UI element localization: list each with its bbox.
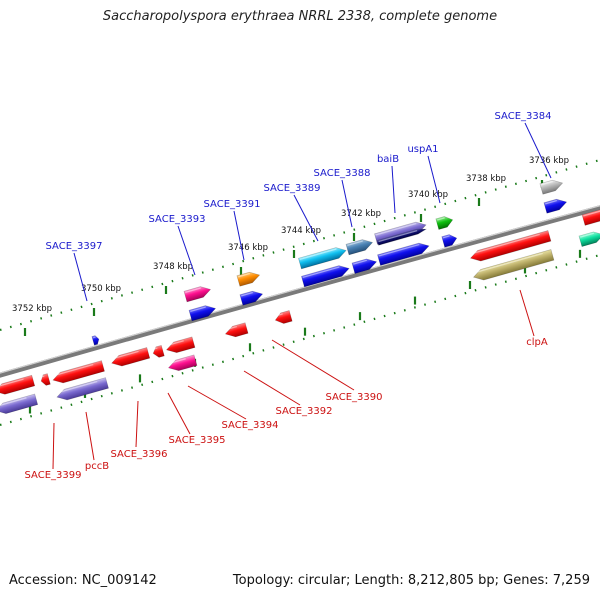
gene-arrow-sace-3388: [345, 239, 374, 256]
callout-line: [524, 122, 552, 179]
gene-callouts: SACE_3384uspA1baiBSACE_3388SACE_3389SACE…: [25, 111, 552, 481]
callout-line: [519, 289, 535, 337]
gene-features: [0, 179, 600, 414]
gene-label-clpa: clpA: [526, 337, 548, 348]
callout-line: [341, 179, 353, 228]
gene-label-sace-3394: SACE_3394: [222, 420, 279, 431]
gene-arrow-cds: [239, 290, 264, 306]
tick-label: 3746 kbp: [228, 243, 268, 253]
callout-line: [243, 370, 301, 406]
callout-line: [167, 392, 191, 435]
topology-label: Topology: circular; Length: 8,212,805 bp…: [232, 573, 590, 588]
genome-backbone: [0, 205, 600, 378]
gene-label-sace-3390: SACE_3390: [326, 392, 383, 403]
callout-line: [52, 422, 55, 470]
gene-arrow-edge: [578, 231, 600, 247]
callout-line: [391, 165, 396, 214]
gene-arrow-cds: [351, 258, 378, 274]
gene-arrow-uspa1: [435, 216, 454, 230]
tick-label: 3748 kbp: [153, 262, 193, 272]
callout-line: [177, 225, 196, 276]
gene-label-baib: baiB: [377, 154, 399, 165]
gene-label-sace-3395: SACE_3395: [169, 435, 226, 446]
callout-line: [73, 252, 88, 302]
gene-arrow-sace-3397: [91, 335, 100, 346]
gene-label-sace-3389: SACE_3389: [264, 183, 321, 194]
tick-label: 3736 kbp: [529, 156, 569, 166]
callout-line: [135, 400, 139, 448]
gene-arrow-sace-3393: [183, 286, 212, 303]
gene-arrow-cds: [40, 373, 51, 386]
callout-line: [427, 155, 441, 204]
gene-arrow-sace-3389: [298, 247, 347, 270]
tick-label: 3740 kbp: [408, 190, 448, 200]
gene-label-sace-3396: SACE_3396: [111, 449, 168, 460]
tick-label: 3742 kbp: [341, 209, 381, 219]
callout-line: [293, 194, 319, 242]
tick-label: 3752 kbp: [12, 304, 52, 314]
gene-arrow-sace-3395: [167, 354, 198, 371]
gene-arrow-sace-3399: [0, 374, 36, 395]
tick-label: 3750 kbp: [81, 284, 121, 294]
gene-label-uspa1: uspA1: [407, 144, 438, 155]
gene-arrow-cds: [188, 305, 217, 322]
gene-label-sace-3399: SACE_3399: [25, 470, 82, 481]
gene-arrow-pccb: [52, 360, 105, 384]
accession-label: Accession: NC_009142: [9, 573, 157, 588]
gene-label-sace-3388: SACE_3388: [314, 168, 371, 179]
gene-arrow-sace-3394: [165, 336, 196, 353]
tick-label: 3738 kbp: [466, 174, 506, 184]
gene-arrow-sace-3390: [274, 310, 293, 324]
gene-arrow-cds: [472, 249, 555, 281]
gene-label-sace-3384: SACE_3384: [495, 111, 552, 122]
gene-arrow-sace-3396: [152, 344, 165, 358]
gene-arrow-sace-3384: [539, 179, 564, 195]
gene-arrow-clpa: [469, 230, 552, 262]
gene-arrow-cds: [301, 265, 350, 288]
gene-arrow-cds: [56, 377, 109, 401]
gene-label-sace-3393: SACE_3393: [149, 214, 206, 225]
gene-arrow-cds: [543, 198, 568, 214]
gene-label-sace-3391: SACE_3391: [204, 199, 261, 210]
gene-arrow-edge: [581, 208, 600, 226]
gene-arrow-cds: [441, 234, 458, 248]
forward-scale-line: [0, 158, 600, 332]
tick-label: 3744 kbp: [281, 226, 321, 236]
gene-arrow-cds: [377, 242, 430, 266]
callout-line: [233, 210, 245, 261]
callout-line: [85, 411, 95, 461]
callout-line: [187, 385, 247, 420]
gene-arrow-sace-3392: [224, 322, 249, 338]
forward-ticks: 3736 kbp 3738 kbp 3740 kbp 3742 kbp 3744 kbp…: [12, 156, 569, 336]
gene-label-sace-3392: SACE_3392: [276, 406, 333, 417]
reverse-scale-line: [0, 253, 600, 427]
gene-arrow-cds: [111, 347, 151, 367]
gene-label-pccb: pccB: [85, 461, 109, 472]
gene-arrow-cds: [376, 228, 428, 246]
gene-arrow-cds: [0, 393, 39, 414]
callout-line: [271, 339, 355, 391]
gene-label-sace-3397: SACE_3397: [46, 241, 103, 252]
map-title: Saccharopolyspora erythraea NRRL 2338, c…: [102, 9, 498, 24]
gene-arrow-sace-3391: [236, 271, 261, 287]
